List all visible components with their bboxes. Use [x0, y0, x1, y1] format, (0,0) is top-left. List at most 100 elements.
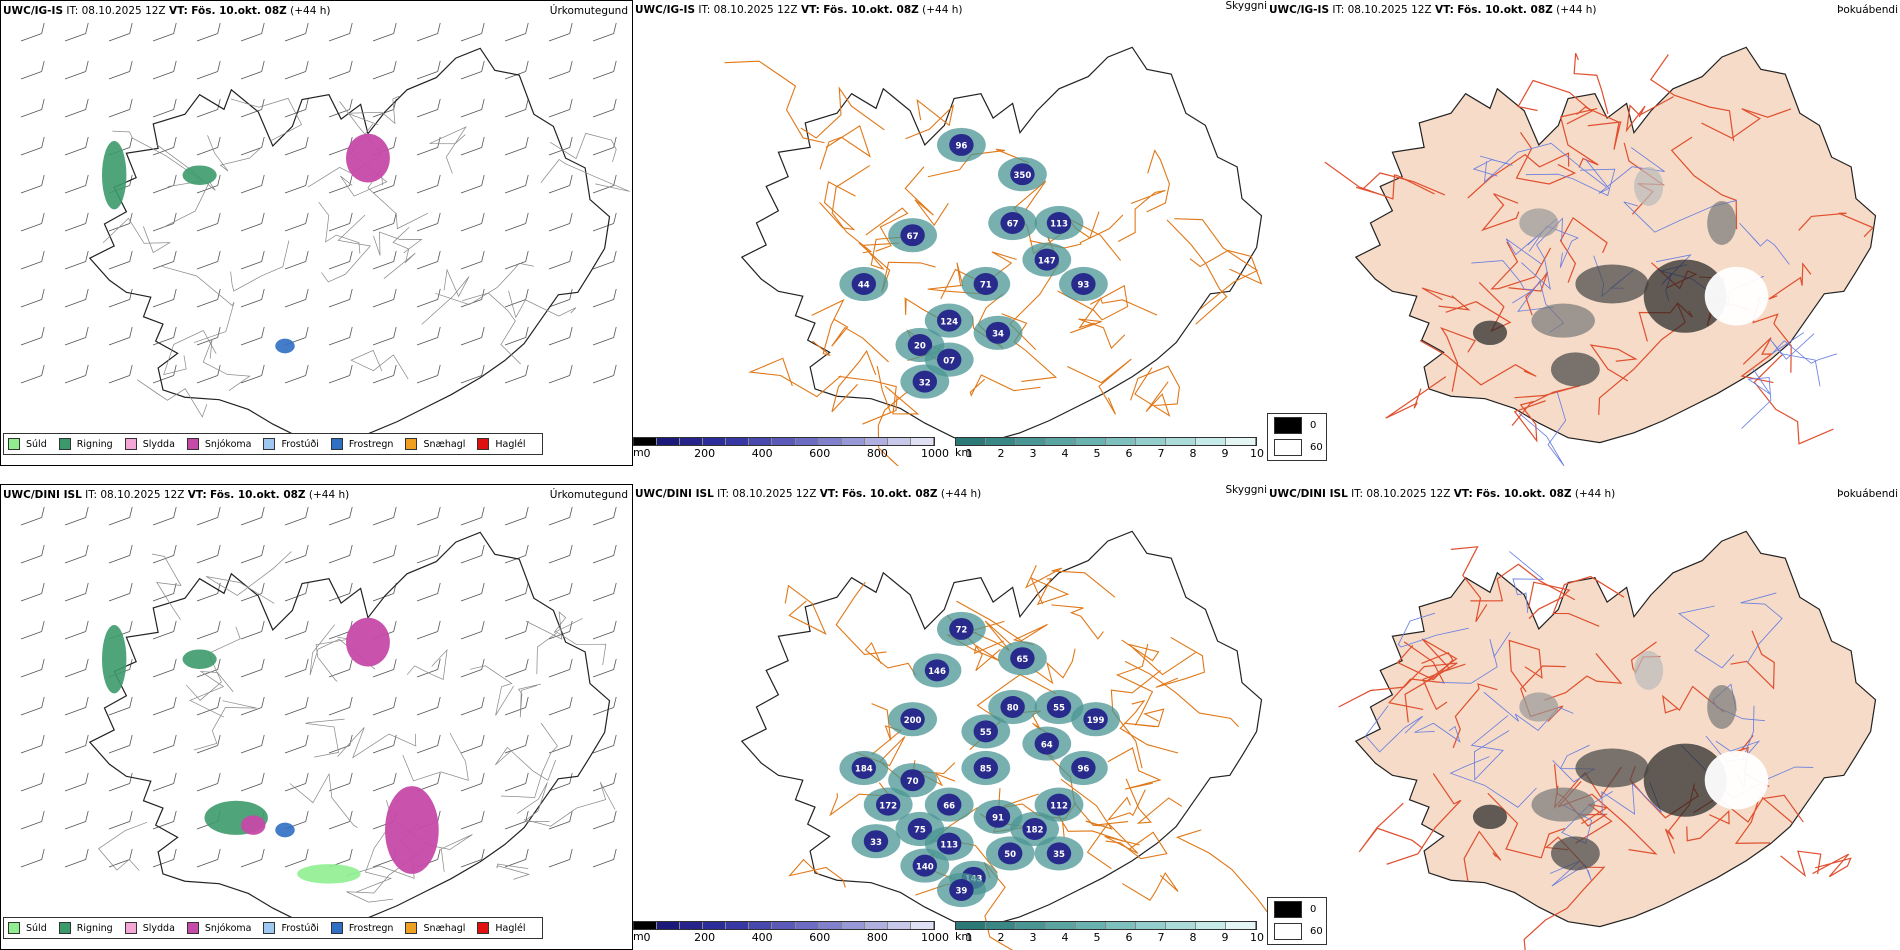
low-ceiling-area: [937, 309, 962, 332]
road-line: [1119, 699, 1179, 754]
wind-barb: [504, 582, 529, 602]
wind-barb-shaft: [240, 337, 262, 346]
wind-barb: [152, 544, 177, 564]
scale-color-step: [1196, 438, 1226, 445]
road-line: [1576, 106, 1622, 150]
road-line: [877, 391, 908, 466]
wind-barb: [460, 848, 485, 868]
fog-indicator-area: [1643, 743, 1727, 817]
scale-color-step: [986, 922, 1016, 929]
wind-barb: [284, 174, 309, 194]
low-ceiling-area: [924, 659, 950, 682]
vt-label: VT:: [800, 4, 820, 16]
ceiling-value-label: 146: [928, 667, 946, 677]
wind-barb: [284, 582, 309, 602]
fog-indicator-area: [1531, 787, 1595, 822]
road-line: [1769, 333, 1821, 387]
wind-barb: [372, 288, 397, 308]
wind-barb-shaft: [416, 631, 438, 640]
wind-barb-flag: [481, 734, 485, 746]
road-line: [102, 217, 172, 254]
road-line: [1686, 809, 1730, 842]
wind-barb: [196, 22, 221, 42]
wind-barb-shaft: [64, 821, 86, 830]
wind-barb-flag: [349, 506, 353, 518]
wind-barb-shaft: [372, 223, 394, 232]
wind-barb-shaft: [548, 707, 570, 716]
wind-barb: [64, 136, 89, 156]
wind-barb: [240, 696, 265, 716]
scale-color-step: [1226, 922, 1256, 929]
ceiling-value-label: 71: [980, 281, 992, 291]
wind-barb-shaft: [240, 745, 262, 754]
road-line: [1739, 222, 1790, 265]
wind-barb-shaft: [152, 223, 174, 232]
wind-barb-flag: [85, 136, 89, 148]
wind-barb: [416, 98, 441, 118]
wind-barb: [284, 620, 309, 640]
wind-barb: [20, 810, 45, 830]
precip-legend-item: Frostúði: [263, 922, 319, 934]
wind-barb: [548, 848, 573, 868]
low-ceiling-area: [1046, 793, 1072, 816]
wind-barb-shaft: [504, 783, 526, 792]
wind-barb-shaft: [372, 517, 394, 526]
wind-barb: [152, 288, 177, 308]
wind-barb-flag: [569, 136, 573, 148]
it-label: IT:: [66, 5, 79, 17]
wind-barb-flag: [437, 22, 441, 34]
wind-barb-shaft: [284, 375, 306, 384]
road-line: [1365, 705, 1424, 753]
wind-barb-flag: [41, 506, 45, 518]
wind-barb-flag: [41, 250, 45, 262]
road-line: [1517, 79, 1593, 125]
wind-barb: [328, 364, 353, 384]
scale-color-step: [887, 438, 911, 445]
wind-barb: [416, 620, 441, 640]
wind-barb-flag: [129, 544, 133, 556]
iceland-coastline: [88, 531, 611, 929]
wind-barb-flag: [305, 364, 309, 376]
wind-barb-shaft: [284, 71, 306, 80]
wind-barb-shaft: [416, 555, 438, 564]
wind-barb: [460, 60, 485, 80]
wind-barb-flag: [349, 734, 353, 746]
wind-barb-flag: [173, 136, 177, 148]
wind-barb-shaft: [64, 223, 86, 232]
wind-barb: [592, 250, 617, 270]
wind-barb-flag: [481, 288, 485, 300]
low-ceiling-area: [949, 879, 974, 901]
wind-barb-shaft: [548, 185, 570, 194]
wind-barb-shaft: [328, 223, 350, 232]
wind-barb-flag: [129, 772, 133, 784]
scale-tick-label: 9: [1221, 931, 1229, 944]
wind-barb-flag: [349, 288, 353, 300]
wind-barb-shaft: [152, 707, 174, 716]
wind-barb-flag: [129, 212, 133, 224]
wind-barb-shaft: [592, 821, 614, 830]
wind-barb-shaft: [372, 375, 394, 384]
vt-value: Fös. 10.okt. 08Z: [191, 5, 287, 17]
wind-barb-flag: [437, 98, 441, 110]
low-ceiling-area: [937, 348, 962, 371]
wind-barb: [416, 364, 441, 384]
wind-barb-flag: [437, 734, 441, 746]
wind-barb-flag: [129, 250, 133, 262]
wind-barb: [548, 60, 573, 80]
road-line: [318, 201, 361, 254]
precip-legend-item: Snæhagl: [405, 438, 465, 450]
road-line: [1115, 643, 1154, 726]
low-ceiling-area: [1010, 647, 1035, 670]
wind-barb: [592, 658, 617, 678]
scale-tick-label: 200: [694, 931, 716, 944]
iceland-group: [1338, 530, 1877, 950]
wind-barb-shaft: [152, 631, 174, 640]
wind-barb-shaft: [64, 707, 86, 716]
wind-barb: [284, 136, 309, 156]
wind-barb-shaft: [416, 745, 438, 754]
wind-barb-flag: [525, 772, 529, 784]
road-line: [429, 126, 467, 174]
road-line: [1780, 850, 1822, 878]
it-value: 08.10.2025 12Z: [713, 4, 798, 16]
wind-barb-flag: [393, 22, 397, 34]
